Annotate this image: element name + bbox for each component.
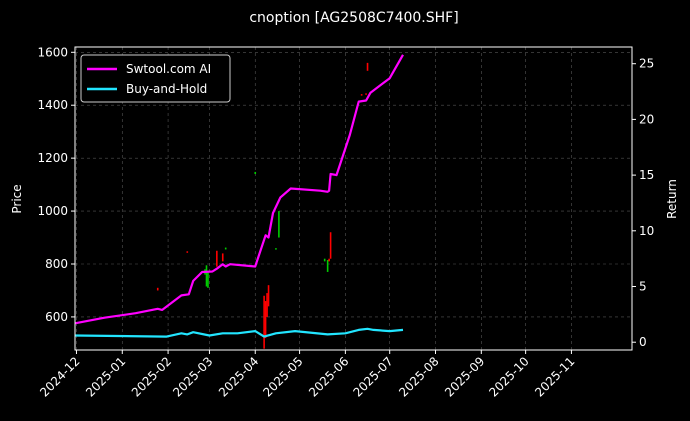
candle: [360, 94, 363, 96]
candle: [267, 285, 270, 307]
series-line-ai: [74, 54, 404, 325]
chart-title: cnoption [AG2508C7400.SHF]: [249, 10, 458, 26]
candle: [278, 211, 280, 238]
series-lines: [74, 54, 404, 338]
left-tick-label: 800: [45, 257, 68, 271]
candle: [275, 248, 277, 250]
candle: [266, 293, 268, 317]
candle: [264, 301, 267, 339]
legend-label-bh: Buy-and-Hold: [126, 82, 207, 96]
candle: [323, 258, 326, 262]
candle: [221, 253, 224, 262]
candle: [254, 171, 257, 175]
candle: [329, 232, 332, 259]
legend-label-ai: Swtool.com AI: [126, 62, 211, 76]
left-axis-label: Price: [10, 184, 24, 213]
left-tick-label: 1600: [37, 45, 68, 59]
candle: [224, 247, 227, 250]
candle: [365, 93, 367, 95]
right-tick-label: 10: [639, 224, 654, 238]
right-tick-label: 5: [639, 280, 647, 294]
right-axis-label: Return: [665, 179, 679, 219]
legend-box: [80, 54, 231, 103]
candle: [328, 258, 330, 262]
candle: [263, 295, 265, 349]
series-line-bh: [74, 327, 404, 338]
candle: [186, 251, 189, 253]
candle: [366, 62, 369, 71]
legend: Swtool.com AI Buy-and-Hold: [80, 54, 231, 103]
candle: [326, 260, 329, 272]
candle: [207, 271, 209, 288]
left-tick-label: 1400: [37, 98, 68, 112]
right-tick-label: 25: [639, 57, 654, 71]
left-tick-label: 1000: [37, 204, 68, 218]
candle: [156, 287, 159, 291]
left-tick-label: 600: [45, 310, 68, 324]
right-tick-label: 20: [639, 112, 654, 126]
plot-frame: [74, 46, 633, 351]
left-tick-label: 1200: [37, 151, 68, 165]
candle: [216, 250, 218, 267]
candle: [205, 265, 208, 287]
right-tick-label: 0: [639, 335, 647, 349]
right-tick-label: 15: [639, 168, 654, 182]
